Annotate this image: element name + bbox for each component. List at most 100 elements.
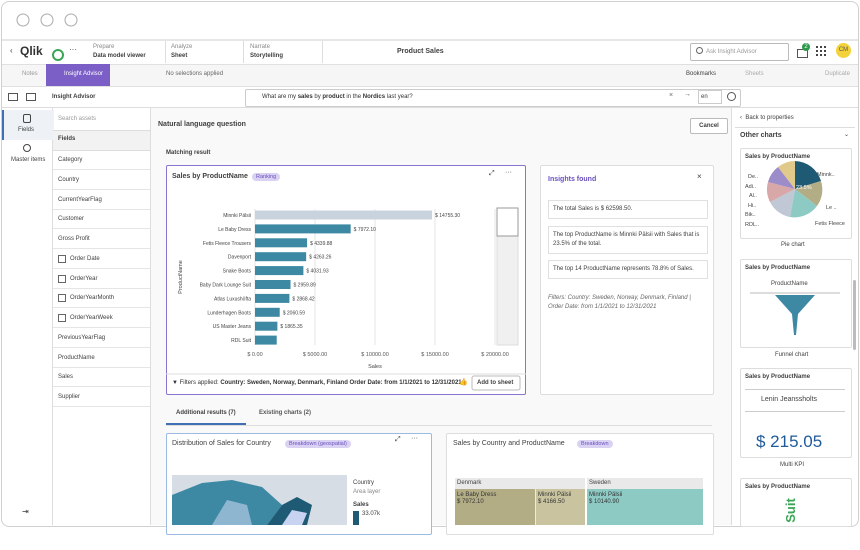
info-icon[interactable] [727,92,736,101]
more-icon[interactable]: ··· [411,435,418,442]
nav-step[interactable]: Analyze [171,44,193,50]
query-part: sales [297,94,313,100]
funnel-dimension: ProductName [771,281,808,287]
cancel-button[interactable]: Cancel [690,118,728,134]
pie-label: Al.. [749,193,757,199]
panel-toggle[interactable] [8,93,18,101]
submit-query[interactable]: → [684,91,691,98]
avatar[interactable]: CM [836,43,851,58]
insights-title: Insights found [548,176,597,183]
tab[interactable]: Additional results (7) [176,410,236,416]
divider [2,107,858,108]
nav-label[interactable]: Storytelling [250,53,284,59]
add-button-frame[interactable] [471,375,521,391]
more-menu[interactable]: ··· [69,45,77,54]
field-item[interactable]: CurrentYearFlag [58,196,102,203]
wordcloud-word: Suit [782,498,798,523]
insight-item[interactable]: The top ProductName is Minnki Pälsii wit… [548,226,708,254]
back-arrow[interactable]: ‹ [10,46,13,55]
window-dot[interactable] [64,13,78,27]
field-item[interactable]: OrderYear [70,275,98,282]
search-icon [696,47,703,54]
legend-ramp [353,511,359,525]
legend-measure: Sales [353,502,369,508]
field-row-border [53,307,150,309]
tab[interactable]: Existing charts (2) [259,410,312,416]
field-item[interactable]: PreviousYearFlag [58,334,106,341]
bookmarks-button[interactable]: Bookmarks [686,71,717,77]
asset-search[interactable]: Search assets [58,116,97,122]
fields-header: Fields [58,136,76,142]
nav-label[interactable]: Data model viewer [93,53,146,59]
apps-icon[interactable] [816,46,826,56]
collapse-icon[interactable]: ⇥ [22,507,29,516]
window-dot[interactable] [16,13,30,27]
window-dot[interactable] [40,13,54,27]
y-tick-label: Fetis Fleece Trousers [203,241,252,247]
bar [255,307,280,317]
fields-rail-item[interactable] [2,110,54,140]
field-item[interactable]: Customer [58,216,85,223]
insight-advisor-tab[interactable] [46,64,110,86]
clear-query[interactable]: × [669,92,674,99]
notes-button[interactable]: Notes [22,71,38,77]
duplicate-button[interactable]: Duplicate [825,71,851,77]
app-title[interactable]: Product Sales [397,48,444,55]
calendar-icon [58,314,66,322]
value-label: $ 1865.35 [280,324,302,330]
notification-badge: 2 [802,43,810,51]
more-icon[interactable]: ··· [505,169,512,176]
expand-icon[interactable]: ⤢ [489,170,495,177]
field-item[interactable]: OrderYearMonth [70,295,115,302]
like-icon[interactable]: 👍 [459,379,468,386]
field-item[interactable]: Supplier [58,394,81,400]
field-item[interactable]: OrderYearWeek [70,315,113,321]
treemap-cell-label: Le Baby Dress $ 7972.10 [457,492,496,506]
suggestion-card[interactable] [740,478,852,527]
rail-label[interactable]: Master items [11,157,46,163]
search-box[interactable] [690,43,789,61]
card-title: Sales by ProductName [745,265,811,271]
field-row-border [53,228,150,230]
nav-step[interactable]: Narrate [250,44,271,50]
section-toggle[interactable]: ⌄ [844,132,850,138]
y-tick-label: Davenport [228,255,252,261]
close-insights[interactable]: × [697,172,702,181]
card-title: Sales by ProductName [745,484,811,490]
treemap-cell[interactable] [587,489,703,525]
field-item[interactable]: ProductName [58,354,95,361]
field-item[interactable]: Category [58,157,83,163]
back-to-properties[interactable]: ‹ Back to properties [740,115,794,121]
treemap-cell[interactable] [455,489,535,525]
scroll-window[interactable] [496,207,519,237]
field-row-border [53,169,150,170]
treemap-cell[interactable] [536,489,585,525]
insight-item[interactable]: The total Sales is $ 62598.50. [548,200,708,219]
field-item[interactable]: Gross Profit [58,236,90,242]
insight-item[interactable]: The top 14 ProductName represents 78.8% … [548,260,708,279]
field-item[interactable]: Order Date [70,255,100,262]
field-row-border [53,188,150,190]
bar [255,210,433,220]
language-select[interactable]: en [698,90,722,104]
card-caption: Pie chart [781,242,805,248]
field-item[interactable]: Country [58,176,80,183]
field-row-border [53,346,150,348]
suggestion-card[interactable] [740,368,852,458]
advisor-title: Insight Advisor [52,94,96,100]
expand-icon[interactable]: ⤢ [395,436,401,443]
field-item[interactable]: Sales [58,374,74,381]
field-row-border [53,386,150,388]
main-heading: Natural language question [158,121,246,128]
result-card[interactable] [166,165,526,395]
panel-toggle[interactable] [26,93,36,101]
legend-max: 33.07k [362,511,381,517]
nav-separator [322,41,323,63]
pie-label: De.. [748,174,759,180]
scrollbar[interactable] [853,280,856,350]
sheets-button[interactable]: Sheets [745,71,764,77]
add-to-sheet[interactable]: Add to sheet [477,380,514,386]
nav-step[interactable]: Prepare [93,44,115,50]
query-box[interactable] [245,89,741,107]
nav-label[interactable]: Sheet [171,53,188,59]
